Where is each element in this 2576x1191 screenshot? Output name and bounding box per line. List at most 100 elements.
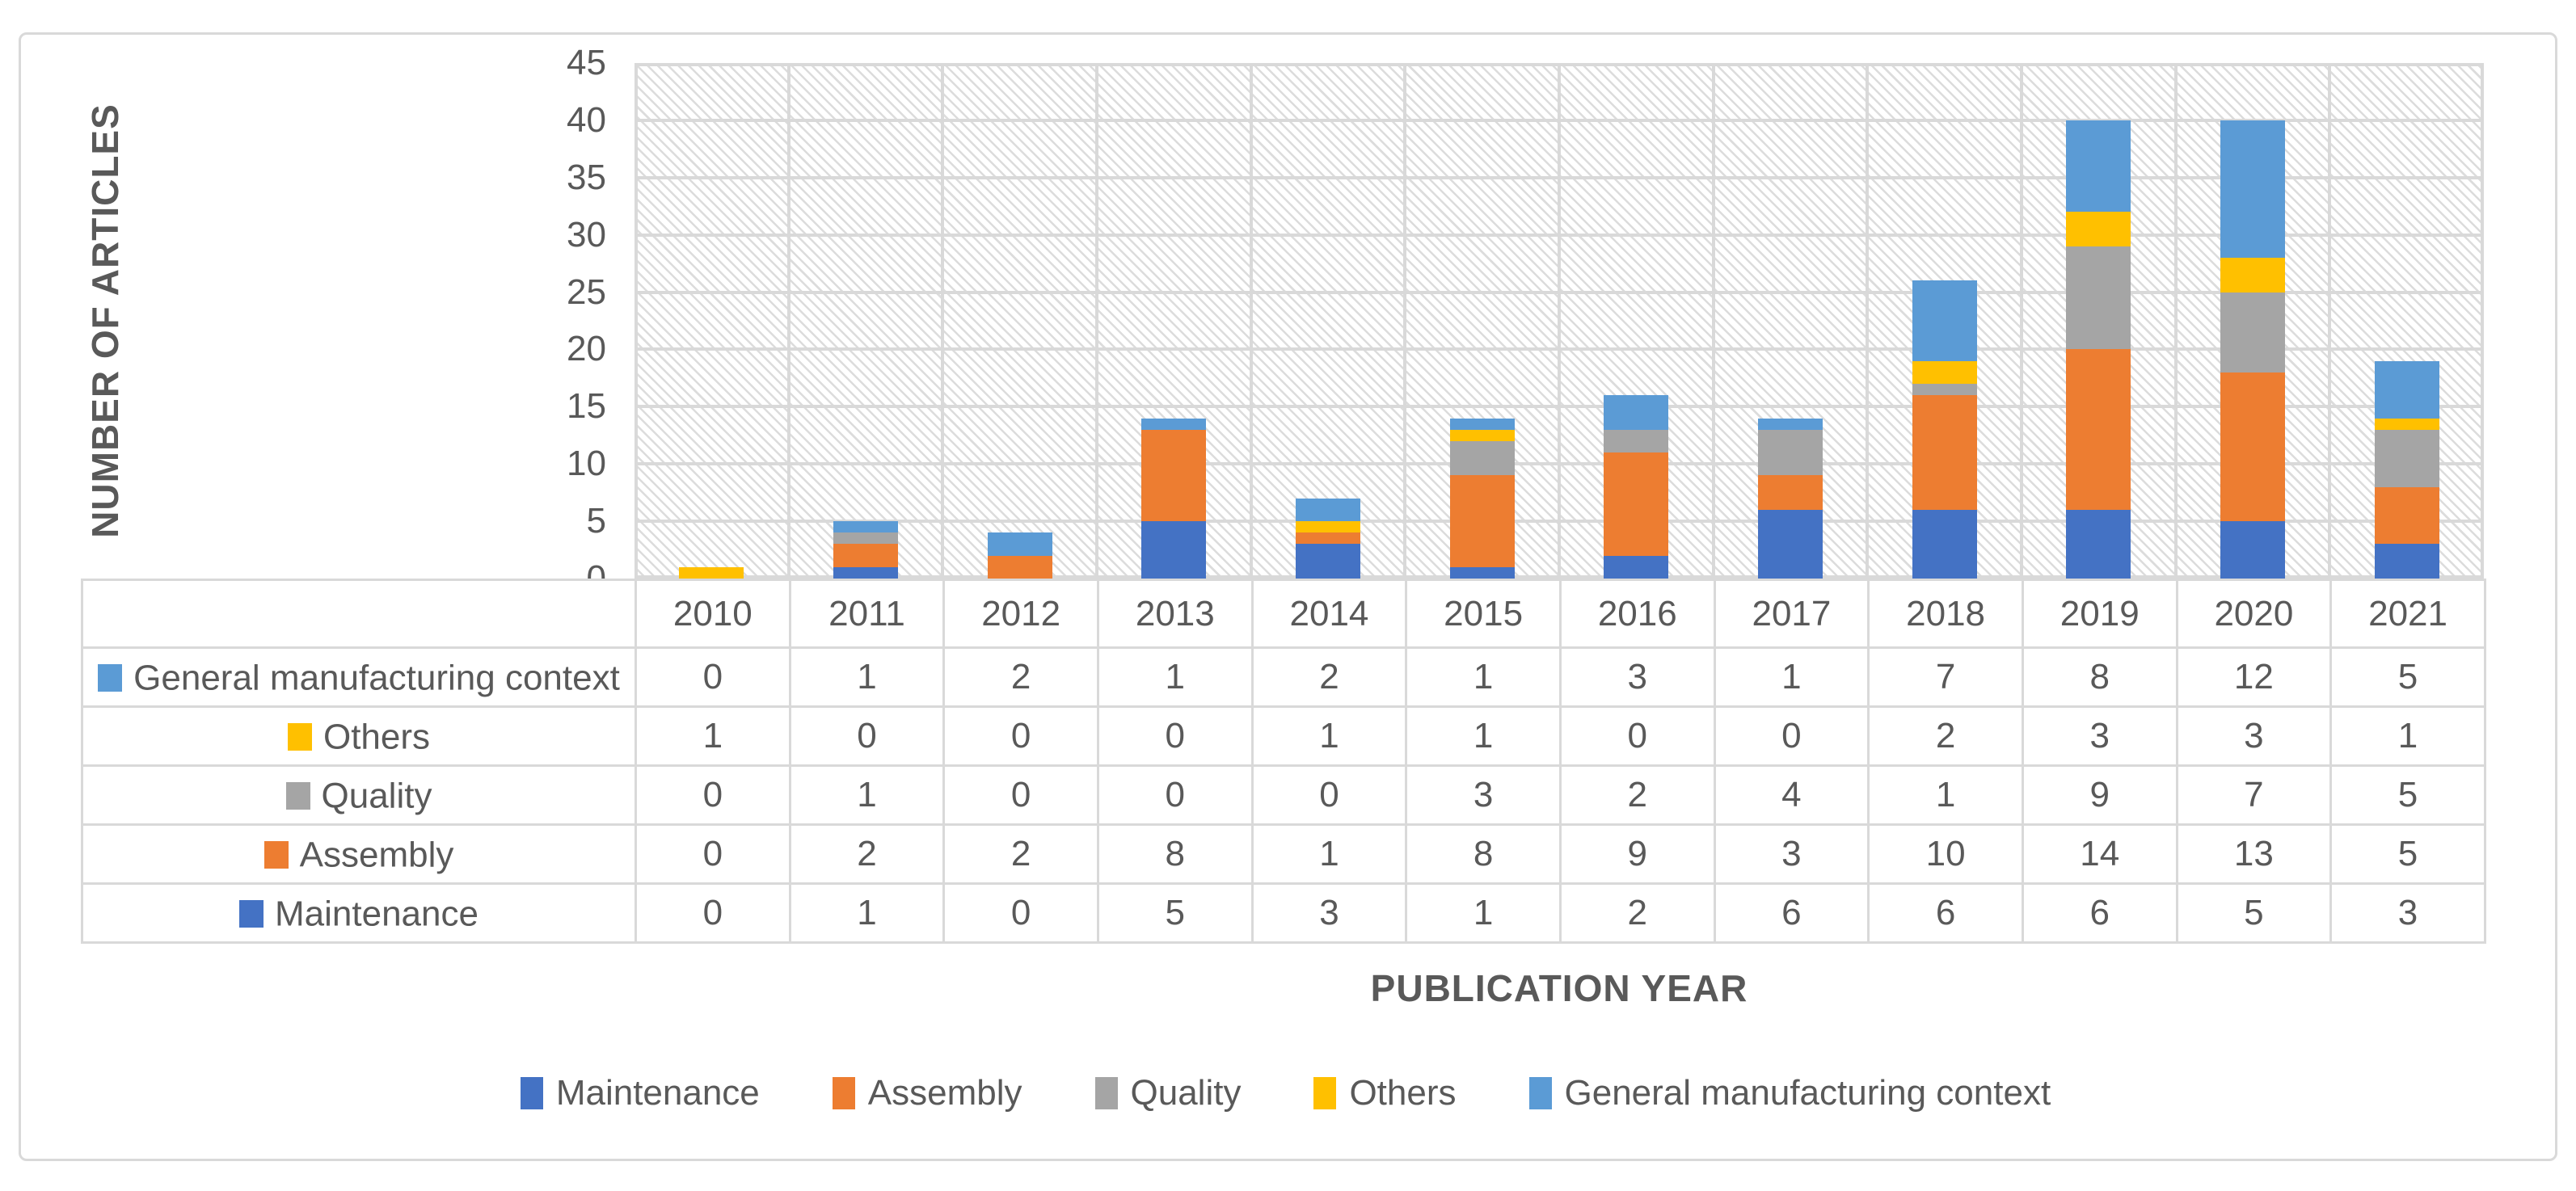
table-value-cell: 6 <box>1867 882 2024 944</box>
bar-segment-assembly <box>1604 452 1669 556</box>
series-swatch-icon <box>285 782 310 810</box>
table-series-label: General manufacturing context <box>81 646 637 708</box>
table-value-cell: 4 <box>1713 764 1870 826</box>
stacked-bar-2021 <box>2374 360 2439 579</box>
bar-segment-maintenance <box>1296 544 1360 579</box>
legend-label: General manufacturing context <box>1564 1073 2051 1113</box>
table-value-cell: 8 <box>1405 823 1562 885</box>
y-tick-label: 35 <box>567 157 606 197</box>
table-value-cell: 0 <box>635 823 791 885</box>
table-year-header: 2020 <box>2175 579 2333 649</box>
bar-segment-assembly <box>1141 429 1207 522</box>
table-year-header: 2016 <box>1558 579 1716 649</box>
bar-segment-others <box>2066 212 2131 246</box>
table-value-cell: 2 <box>1250 646 1408 708</box>
legend-label: Maintenance <box>555 1073 760 1113</box>
series-name: Others <box>323 717 431 757</box>
bar-segment-general-manufacturing-context <box>1449 418 1515 430</box>
table-value-cell: 0 <box>635 646 791 708</box>
table-value-cell: 5 <box>2329 823 2486 885</box>
table-value-cell: 0 <box>788 705 946 767</box>
table-value-cell: 0 <box>942 882 1099 944</box>
table-year-header: 2021 <box>2329 579 2486 649</box>
table-value-cell: 10 <box>1867 823 2024 885</box>
table-row: Others 1 0 0 0 1 1 0 0 2 3 3 1 <box>81 705 2486 767</box>
vertical-gridline <box>2020 63 2023 579</box>
bar-segment-maintenance <box>1449 566 1515 579</box>
bar-segment-maintenance <box>2220 521 2285 579</box>
bar-segment-maintenance <box>2374 544 2439 579</box>
bar-segment-quality <box>1604 429 1669 453</box>
table-value-cell: 1 <box>788 764 946 826</box>
legend-item-maintenance: Maintenance <box>520 1073 760 1113</box>
bar-segment-general-manufacturing-context <box>1758 418 1823 430</box>
stacked-bar-2016 <box>1604 395 1669 579</box>
table-series-label: Assembly <box>81 823 637 885</box>
y-tick-label: 45 <box>567 43 606 82</box>
vertical-gridline <box>2328 63 2332 579</box>
series-swatch-icon <box>264 841 289 869</box>
table-year-header: 2012 <box>942 579 1099 649</box>
bar-segment-general-manufacturing-context <box>1604 395 1669 430</box>
series-name: General manufacturing context <box>133 658 620 698</box>
table-value-cell: 7 <box>2175 764 2333 826</box>
table-value-cell: 1 <box>635 705 791 767</box>
table-value-cell: 3 <box>1250 882 1408 944</box>
bar-segment-others <box>2220 258 2285 292</box>
series-name: Quality <box>321 776 432 816</box>
vertical-gridline <box>1249 63 1253 579</box>
vertical-gridline <box>1403 63 1407 579</box>
vertical-gridline <box>2173 63 2178 579</box>
legend-item-general-manufacturing-context: General manufacturing context <box>1528 1073 2051 1113</box>
vertical-gridline <box>1095 63 1098 579</box>
table-value-cell: 0 <box>1713 705 1870 767</box>
bar-segment-general-manufacturing-context <box>2374 360 2439 419</box>
series-name: Maintenance <box>275 894 479 934</box>
y-tick-label: 20 <box>567 329 606 369</box>
bar-segment-maintenance <box>2066 509 2131 579</box>
bar-segment-assembly <box>1912 395 1977 510</box>
table-value-cell: 8 <box>2021 646 2178 708</box>
table-value-cell: 8 <box>1096 823 1254 885</box>
table-year-header: 2013 <box>1096 579 1254 649</box>
table-value-cell: 0 <box>942 764 1099 826</box>
bar-segment-assembly <box>2066 349 2131 510</box>
vertical-gridline <box>941 63 945 579</box>
table-value-cell: 1 <box>1250 705 1408 767</box>
legend-swatch-icon <box>520 1077 543 1109</box>
bar-segment-quality <box>2066 246 2131 350</box>
table-value-cell: 3 <box>2175 705 2333 767</box>
vertical-gridline <box>786 63 791 579</box>
bar-segment-maintenance <box>1758 509 1823 579</box>
bar-segment-maintenance <box>1141 521 1207 579</box>
table-value-cell: 1 <box>1405 646 1562 708</box>
bar-segment-others <box>679 566 744 579</box>
table-value-cell: 2 <box>1558 764 1716 826</box>
bar-segment-quality <box>1449 440 1515 476</box>
table-value-cell: 1 <box>2329 705 2486 767</box>
table-value-cell: 1 <box>1867 764 2024 826</box>
bar-segment-assembly <box>1449 475 1515 567</box>
legend-item-others: Others <box>1313 1073 1457 1113</box>
legend-item-assembly: Assembly <box>832 1073 1022 1113</box>
table-value-cell: 0 <box>1096 764 1254 826</box>
table-value-cell: 1 <box>1096 646 1254 708</box>
bar-segment-assembly <box>1296 532 1360 545</box>
table-year-header: 2010 <box>635 579 791 649</box>
bar-segment-assembly <box>2374 486 2439 545</box>
stacked-bar-2011 <box>833 521 898 579</box>
table-value-cell: 1 <box>1713 646 1870 708</box>
table-value-cell: 1 <box>788 882 946 944</box>
table-value-cell: 1 <box>788 646 946 708</box>
table-value-cell: 6 <box>1713 882 1870 944</box>
table-value-cell: 3 <box>2021 705 2178 767</box>
table-value-cell: 3 <box>2329 882 2486 944</box>
table-value-cell: 13 <box>2175 823 2333 885</box>
table-value-cell: 9 <box>1558 823 1716 885</box>
series-swatch-icon <box>98 664 123 692</box>
table-series-label: Quality <box>81 764 637 826</box>
legend-label: Assembly <box>867 1073 1022 1113</box>
y-tick-label: 15 <box>567 386 606 427</box>
vertical-gridline <box>1866 63 1870 579</box>
table-row: Maintenance 0 1 0 5 3 1 2 6 6 6 5 3 <box>81 882 2486 944</box>
